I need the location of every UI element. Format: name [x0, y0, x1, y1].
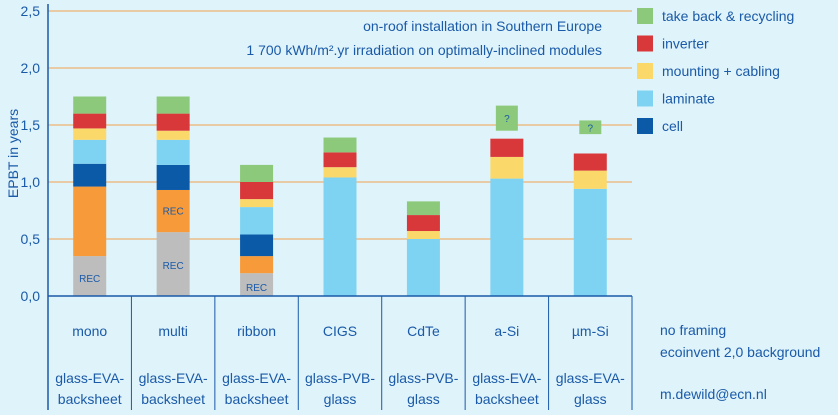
bar-segment-mounting-cabling — [573, 170, 607, 189]
y-tick-label: 1,0 — [21, 174, 41, 190]
category-sublabel: glass-EVA- — [139, 370, 208, 386]
category-sublabel: glass-EVA- — [472, 370, 541, 386]
bar-segment-cell — [156, 164, 190, 190]
bar-segment-cell — [240, 234, 274, 257]
category-sublabel: glass-EVA- — [556, 370, 625, 386]
bar-segment-inverter — [240, 182, 274, 200]
bar-segment-take-back-recycling — [406, 201, 440, 216]
category-sublabel: backsheet — [141, 391, 205, 407]
chart-title-line-1: on-roof installation in Southern Europe — [363, 18, 602, 34]
bar-segment-wafer — [240, 256, 274, 274]
bar-segment-laminate — [323, 177, 357, 296]
bar-segment-inverter — [73, 113, 107, 129]
rec-label: REC — [163, 261, 184, 272]
bar-segment-wafer — [156, 189, 190, 233]
bar-segment-laminate — [240, 207, 274, 235]
category-sublabel: backsheet — [58, 391, 122, 407]
bar-segment-wafer — [73, 186, 107, 257]
category-sublabel: glass-EVA- — [222, 370, 291, 386]
legend-swatch — [637, 90, 653, 107]
bar-segment-mounting-cabling — [156, 130, 190, 140]
bar-segment-mounting-cabling — [73, 128, 107, 140]
bar-segment-recycled-rec- — [240, 273, 274, 296]
y-tick-label: 0,5 — [21, 231, 41, 247]
rec-label: REC — [246, 283, 267, 294]
chart-title-line-2: 1 700 kWh/m².yr irradiation on optimally… — [246, 42, 602, 58]
y-tick-label: 2,5 — [21, 3, 41, 19]
unknown-recycling-box — [579, 120, 602, 135]
legend-label: laminate — [662, 91, 715, 107]
legend-label: mounting + cabling — [662, 63, 780, 79]
category-sublabel: backsheet — [475, 391, 539, 407]
category-label: a-Si — [494, 323, 519, 339]
legend-swatch — [637, 63, 653, 79]
bar-segment-recycled-rec- — [73, 256, 107, 296]
legend-label: take back & recycling — [662, 8, 794, 24]
y-tick-label: 1,5 — [21, 117, 41, 133]
legend-swatch — [637, 35, 653, 52]
category-sublabel: glass — [407, 391, 440, 407]
rec-label: REC — [79, 274, 100, 285]
legend-label: inverter — [662, 36, 709, 52]
bar-segment-inverter — [490, 138, 524, 157]
category-label: ribbon — [237, 323, 276, 339]
bar-segment-take-back-recycling — [156, 96, 190, 114]
bar-segment-cell — [73, 163, 107, 187]
category-label: mono — [72, 323, 107, 339]
y-axis-title: EPBT in years — [5, 109, 21, 198]
bar-segment-inverter — [406, 215, 440, 232]
bar-segment-laminate — [156, 139, 190, 165]
bar-segment-mounting-cabling — [406, 231, 440, 239]
category-label: CdTe — [407, 323, 440, 339]
bar-segment-inverter — [573, 153, 607, 171]
category-sublabel: backsheet — [225, 391, 289, 407]
bar-segment-take-back-recycling — [73, 96, 107, 114]
bar-segment-laminate — [406, 239, 440, 296]
category-sublabel: glass-PVB- — [388, 370, 458, 386]
unknown-recycling-label: ? — [588, 123, 594, 134]
legend-swatch — [637, 8, 653, 24]
bar-segment-laminate — [490, 178, 524, 296]
bar-segment-laminate — [573, 188, 607, 296]
bar-segment-inverter — [156, 113, 190, 131]
category-label: µm-Si — [572, 323, 609, 339]
source-email: m.dewild@ecn.nl — [660, 386, 767, 402]
category-sublabel: glass-PVB- — [305, 370, 375, 386]
bar-segment-recycled-rec- — [156, 232, 190, 296]
category-label: CIGS — [323, 323, 357, 339]
bar-segment-mounting-cabling — [240, 199, 274, 208]
y-tick-label: 2,0 — [21, 60, 41, 76]
unknown-recycling-label: ? — [504, 114, 510, 125]
bar-segment-laminate — [73, 139, 107, 164]
bar-segment-inverter — [323, 152, 357, 168]
rec-label: REC — [163, 207, 184, 218]
category-sublabel: glass — [324, 391, 357, 407]
category-label: multi — [158, 323, 188, 339]
note-ecoinvent: ecoinvent 2,0 background — [660, 344, 820, 360]
legend-swatch — [637, 118, 653, 134]
category-sublabel: glass-EVA- — [55, 370, 124, 386]
bar-segment-mounting-cabling — [490, 156, 524, 179]
note-no-framing: no framing — [660, 322, 726, 338]
legend-label: cell — [662, 118, 683, 134]
bar-segment-take-back-recycling — [323, 137, 357, 153]
bar-segment-take-back-recycling — [240, 164, 274, 182]
category-sublabel: glass — [574, 391, 607, 407]
unknown-recycling-box — [495, 105, 518, 131]
y-tick-label: 0,0 — [21, 288, 41, 304]
bar-segment-mounting-cabling — [323, 167, 357, 178]
